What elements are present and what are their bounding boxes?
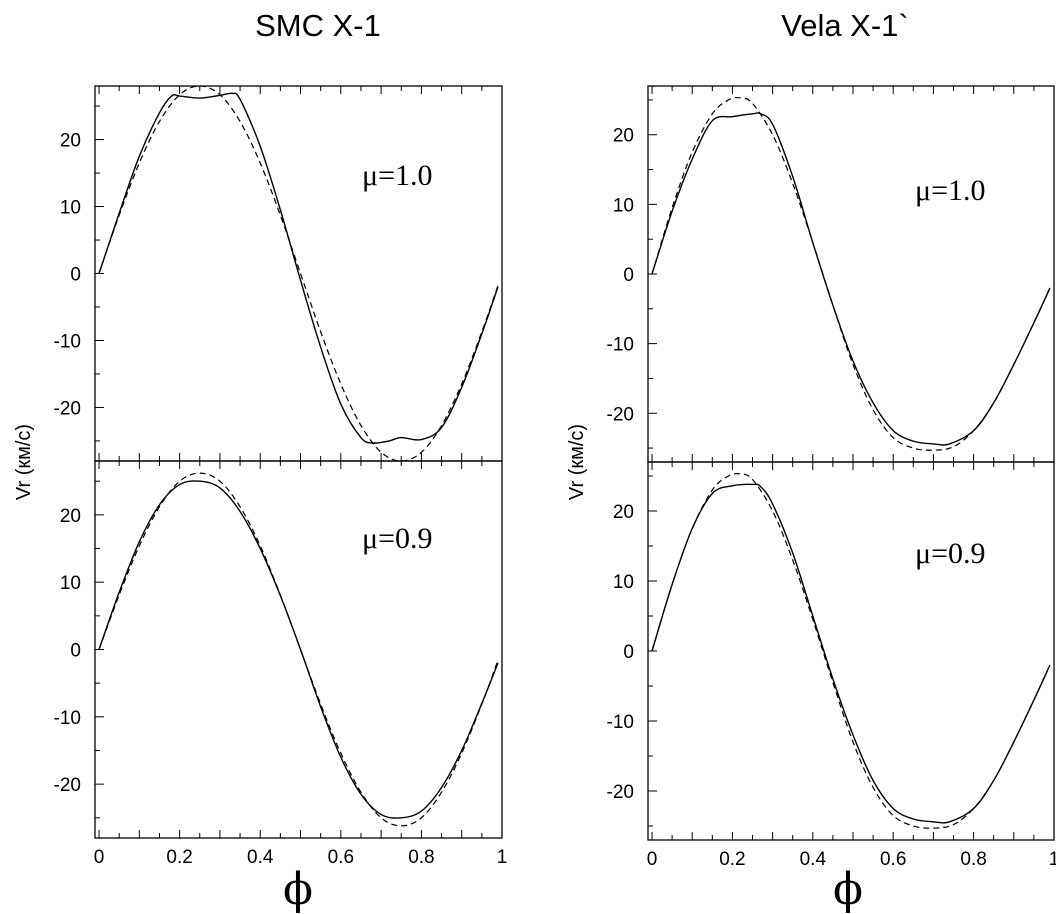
- x-tick-label: 0.8: [960, 849, 986, 870]
- dashed-series-line: [98, 472, 499, 827]
- plot-frame: [647, 461, 1055, 841]
- y-tick-label: -20: [607, 404, 634, 425]
- y-tick-label: 10: [60, 573, 81, 594]
- plot-frame: [647, 85, 1055, 463]
- dashed-series-line: [651, 473, 1051, 829]
- panel-bottom: μ=0.9 20 10 0 -10 -20: [54, 460, 503, 839]
- y-tick-label: -20: [607, 782, 634, 803]
- y-tick-label: 10: [613, 195, 634, 216]
- x-tick-label: 1: [497, 847, 508, 868]
- y-tick-label: 10: [613, 572, 634, 593]
- panel-annotation: μ=1.0: [915, 174, 986, 207]
- x-axis-label: ϕ: [283, 864, 313, 914]
- x-tick-label: 0.6: [880, 849, 906, 870]
- x-tick-label: 0.4: [247, 847, 274, 868]
- y-tick-label: -10: [607, 712, 634, 733]
- x-tick-label: 0: [94, 847, 105, 868]
- solid-series-line: [651, 112, 1051, 446]
- chart-vela-x1: Vela X-1` Vr (км/с) ϕ μ=1.0 20100-10-20 …: [566, 8, 1056, 914]
- x-tick-label: 0.2: [719, 849, 745, 870]
- x-tick-label: 0: [647, 849, 658, 870]
- y-tick-label: 0: [70, 641, 81, 662]
- y-tick-label: 0: [623, 642, 634, 663]
- x-tick-label: 0.8: [408, 847, 434, 868]
- panel-bottom: μ=0.9 20 10 0 -10 -20: [607, 461, 1055, 841]
- y-axis-label: Vr (км/с): [13, 424, 35, 500]
- chart-title: Vela X-1`: [781, 8, 909, 43]
- panel-annotation: μ=0.9: [362, 522, 433, 555]
- y-tick-label: -10: [54, 708, 81, 729]
- solid-series-line: [98, 92, 499, 444]
- panel-top: μ=1.0 20 10 0 -10 -20: [607, 85, 1055, 463]
- y-tick-label: 20: [60, 506, 81, 527]
- y-tick-label: 10: [60, 198, 81, 219]
- panel-annotation: μ=0.9: [915, 537, 986, 570]
- x-axis: 0 0.2 0.4 0.6 0.8 1: [94, 847, 508, 868]
- chart-title: SMC X-1: [255, 8, 381, 43]
- x-tick-label: 0.4: [800, 849, 827, 870]
- y-tick-label: -10: [607, 335, 634, 356]
- y-tick-label: 20: [613, 126, 634, 147]
- x-tick-label: 0.2: [166, 847, 192, 868]
- y-tick-label: -10: [54, 331, 81, 352]
- dashed-series-line: [651, 96, 1051, 451]
- y-tick-label: -20: [54, 398, 81, 419]
- x-axis-label: ϕ: [833, 864, 863, 914]
- x-tick-label: 1: [1049, 849, 1056, 870]
- y-tick-label: 0: [623, 265, 634, 286]
- solid-series-line: [651, 483, 1051, 824]
- y-tick-label: 20: [60, 131, 81, 152]
- y-tick-label: 20: [613, 502, 634, 523]
- y-axis-label: Vr (км/с): [566, 424, 588, 500]
- plot-frame: [94, 460, 503, 839]
- solid-series-line: [98, 480, 499, 819]
- dashed-series-line: [98, 85, 499, 462]
- x-axis: 0 0.2 0.4 0.6 0.8 1: [647, 849, 1056, 870]
- y-tick-label: 0: [70, 265, 81, 286]
- y-tick-label: -20: [54, 775, 81, 796]
- panel-annotation: μ=1.0: [362, 159, 433, 192]
- x-tick-label: 0.6: [328, 847, 354, 868]
- panel-top: μ=1.0 20 10 0 -10 -20: [54, 85, 503, 462]
